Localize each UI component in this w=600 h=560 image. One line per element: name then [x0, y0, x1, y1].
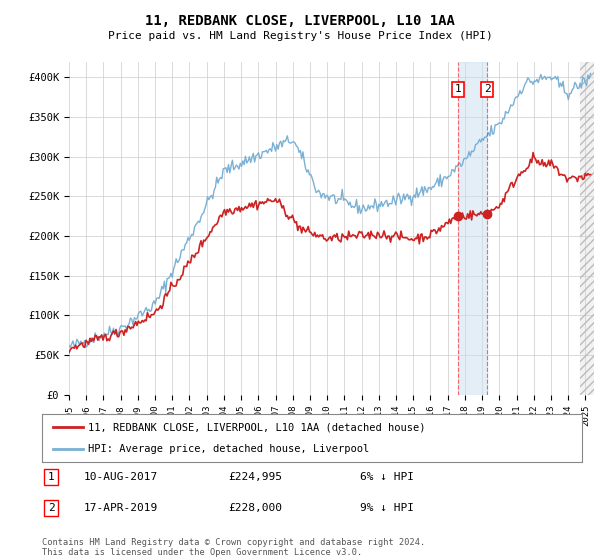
Text: Contains HM Land Registry data © Crown copyright and database right 2024.
This d: Contains HM Land Registry data © Crown c…: [42, 538, 425, 557]
Bar: [580, 62, 594, 395]
Text: Price paid vs. HM Land Registry's House Price Index (HPI): Price paid vs. HM Land Registry's House …: [107, 31, 493, 41]
Text: 2: 2: [47, 503, 55, 513]
Text: 10-AUG-2017: 10-AUG-2017: [84, 472, 158, 482]
Text: 17-APR-2019: 17-APR-2019: [84, 503, 158, 513]
Text: 6% ↓ HPI: 6% ↓ HPI: [360, 472, 414, 482]
Text: 2: 2: [484, 85, 490, 95]
Text: 11, REDBANK CLOSE, LIVERPOOL, L10 1AA (detached house): 11, REDBANK CLOSE, LIVERPOOL, L10 1AA (d…: [88, 422, 425, 432]
Text: HPI: Average price, detached house, Liverpool: HPI: Average price, detached house, Live…: [88, 444, 369, 454]
Text: £228,000: £228,000: [228, 503, 282, 513]
Text: 1: 1: [455, 85, 461, 95]
Bar: [580, 62, 594, 395]
Text: 1: 1: [47, 472, 55, 482]
Text: 11, REDBANK CLOSE, LIVERPOOL, L10 1AA: 11, REDBANK CLOSE, LIVERPOOL, L10 1AA: [145, 14, 455, 28]
Text: £224,995: £224,995: [228, 472, 282, 482]
Text: 9% ↓ HPI: 9% ↓ HPI: [360, 503, 414, 513]
Bar: [458, 62, 487, 395]
